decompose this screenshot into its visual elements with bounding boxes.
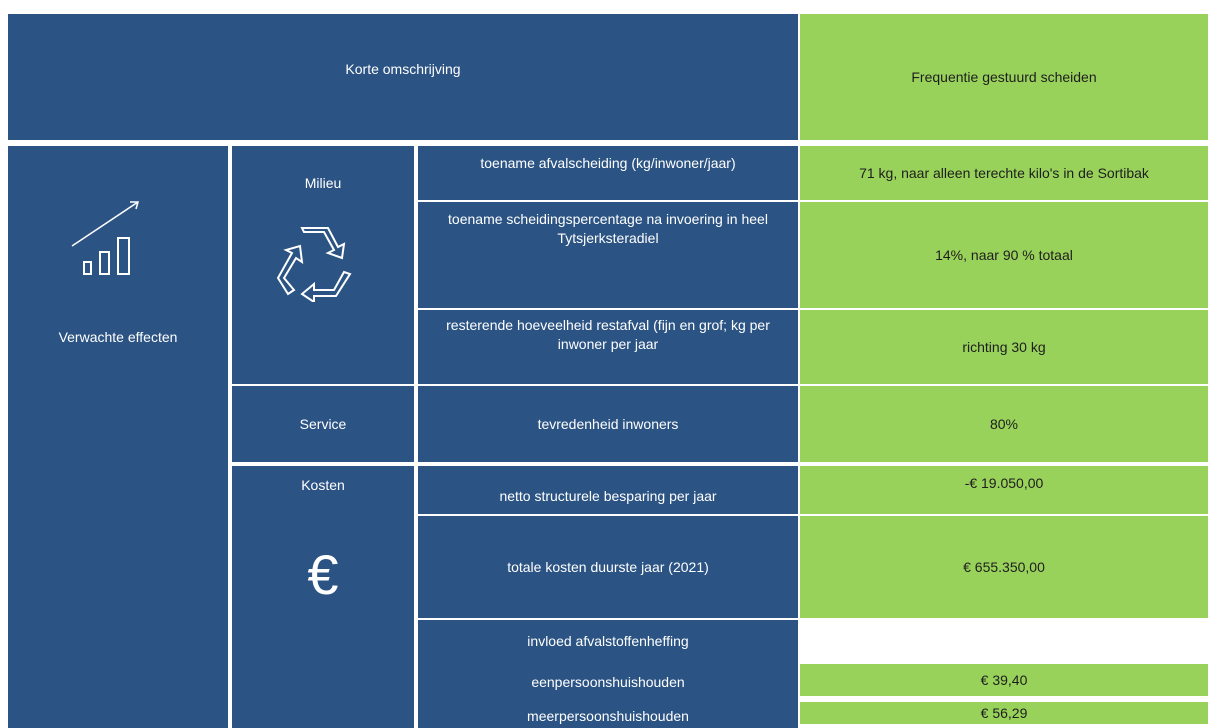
indicator: tevredenheid inwoners bbox=[418, 386, 798, 462]
euro-icon: € bbox=[307, 543, 339, 606]
value: 71 kg, naar alleen terechte kilo's in de… bbox=[800, 146, 1208, 200]
header-description: Korte omschrijving bbox=[8, 14, 798, 140]
recycle-icon bbox=[276, 227, 352, 302]
value: € 39,40 bbox=[800, 664, 1208, 696]
indicator: meerpersoonshuishouden bbox=[527, 707, 689, 724]
value: -€ 19.050,00 bbox=[800, 466, 1208, 514]
value: 14%, naar 90 % totaal bbox=[800, 202, 1208, 308]
indicator: resterende hoeveelheid restafval (fijn e… bbox=[418, 310, 798, 384]
group-name: Kosten bbox=[232, 466, 414, 728]
chart-icon bbox=[71, 201, 139, 275]
value: € 56,29 bbox=[800, 702, 1208, 724]
indicator: invloed afvalstoffenheffing bbox=[418, 620, 798, 728]
group-name: Milieu bbox=[232, 146, 414, 384]
group-name: Service bbox=[232, 386, 414, 462]
value: 80% bbox=[800, 386, 1208, 462]
value: € 655.350,00 bbox=[800, 516, 1208, 618]
value: richting 30 kg bbox=[800, 310, 1208, 384]
header-measure: Frequentie gestuurd scheiden bbox=[800, 14, 1208, 140]
indicator: toename scheidingspercentage na invoerin… bbox=[418, 202, 798, 308]
indicator: totale kosten duurste jaar (2021) bbox=[418, 516, 798, 618]
indicator: toename afvalscheiding (kg/inwoner/jaar) bbox=[418, 146, 798, 200]
indicator: eenpersoonshuishouden bbox=[531, 673, 685, 690]
indicator: netto structurele besparing per jaar bbox=[418, 466, 798, 514]
